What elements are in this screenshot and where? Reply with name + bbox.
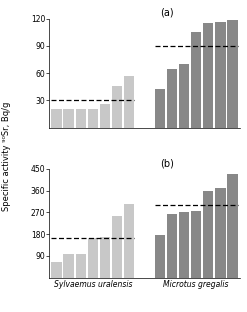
- Bar: [63, 254, 74, 278]
- Bar: [100, 104, 110, 128]
- Bar: [167, 69, 177, 128]
- Bar: [76, 110, 86, 128]
- Bar: [227, 174, 238, 278]
- Bar: [203, 23, 213, 128]
- Bar: [51, 262, 62, 278]
- Bar: [51, 110, 62, 128]
- Bar: [179, 212, 189, 278]
- Bar: [112, 216, 122, 278]
- Bar: [88, 238, 98, 278]
- Title: (b): (b): [160, 158, 174, 168]
- Text: Specific activity ⁹⁰Sr, Bq/g: Specific activity ⁹⁰Sr, Bq/g: [2, 101, 11, 211]
- Bar: [191, 211, 201, 278]
- Bar: [167, 214, 177, 278]
- Bar: [155, 235, 165, 278]
- Bar: [88, 110, 98, 128]
- Title: (a): (a): [161, 8, 174, 18]
- Bar: [203, 191, 213, 278]
- Bar: [155, 90, 165, 128]
- Bar: [100, 236, 110, 278]
- Bar: [112, 86, 122, 128]
- Bar: [215, 22, 226, 128]
- Bar: [215, 188, 226, 278]
- Bar: [76, 254, 86, 278]
- Bar: [124, 204, 134, 278]
- Bar: [227, 20, 238, 128]
- Bar: [179, 64, 189, 128]
- Bar: [124, 76, 134, 128]
- Bar: [63, 110, 74, 128]
- Bar: [191, 32, 201, 128]
